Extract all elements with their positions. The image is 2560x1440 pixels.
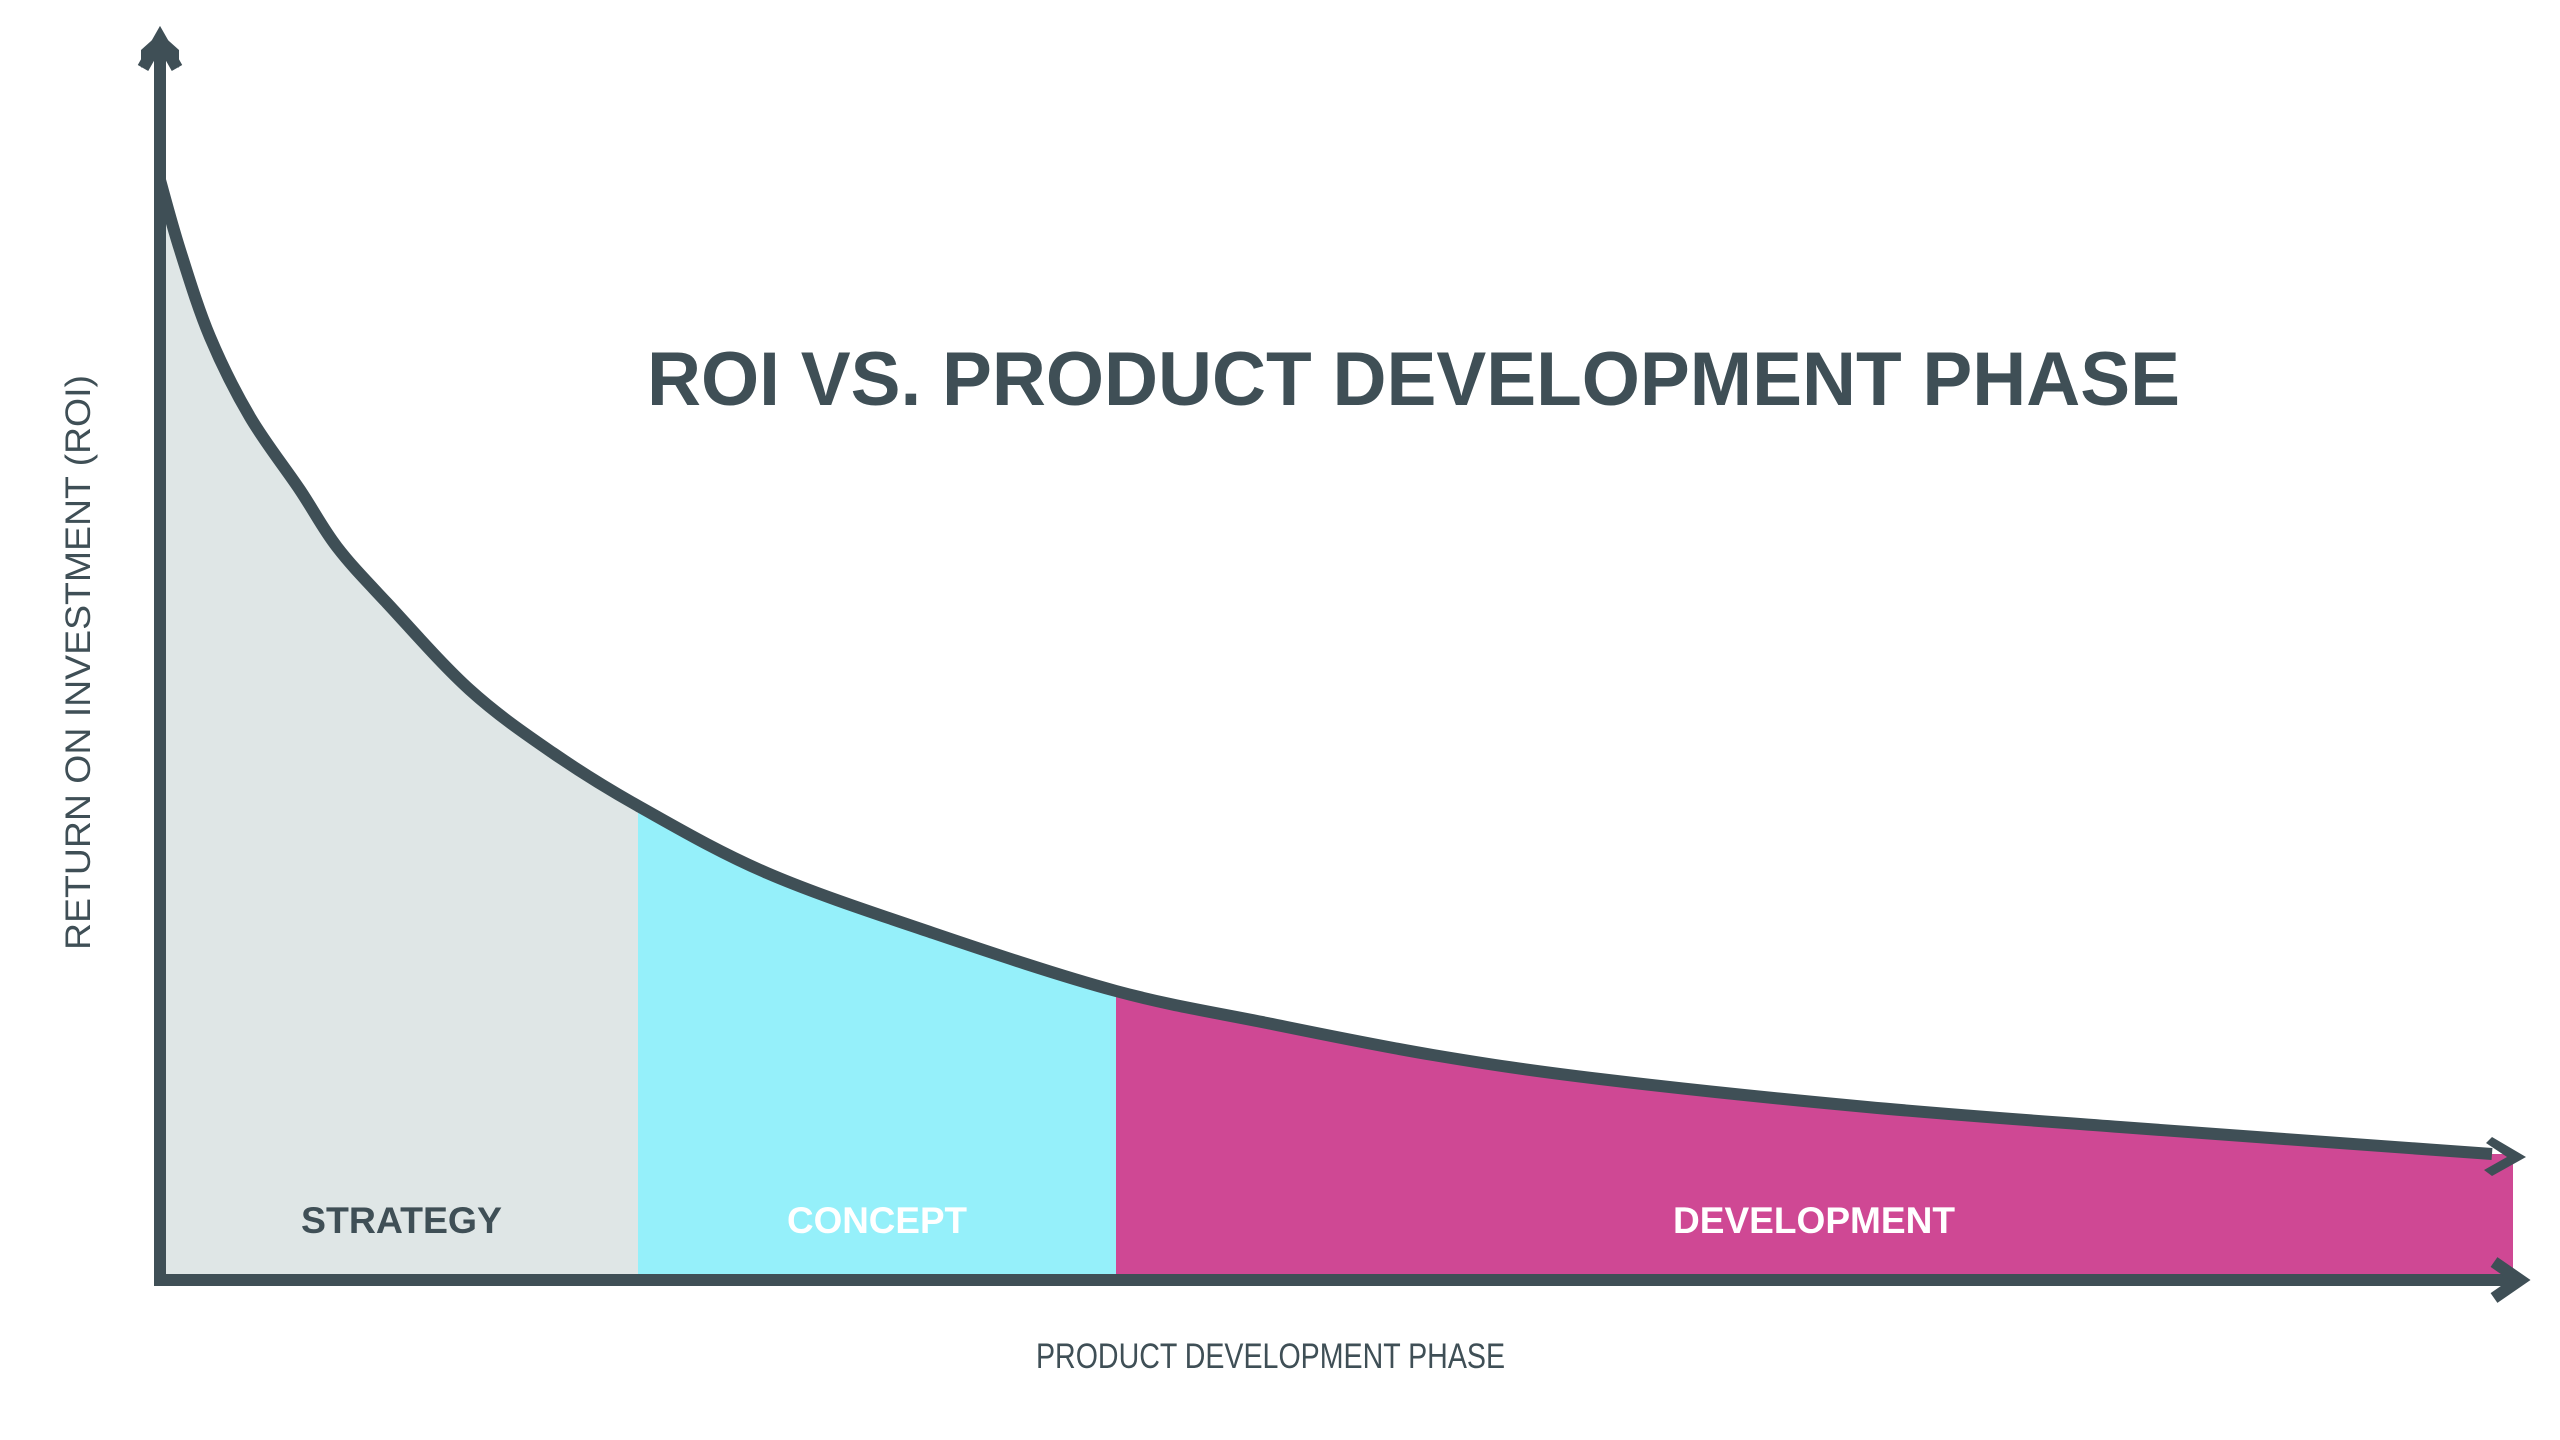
roi-curve-line	[154, 178, 2493, 1160]
phase-label-concept: CONCEPT	[787, 1200, 967, 1241]
concept-area	[638, 180, 1116, 1280]
y-axis-arrowhead-icon	[141, 33, 179, 68]
chart-title: ROI VS. PRODUCT DEVELOPMENT PHASE	[647, 337, 2180, 422]
curve-arrowhead-icon	[2484, 1137, 2526, 1176]
strategy-area	[166, 180, 638, 1280]
y-axis-label: RETURN ON INVESTMENT (ROI)	[59, 375, 98, 950]
development-area	[1116, 180, 2513, 1280]
y-axis-arrow-chevron	[137, 25, 183, 71]
phase-areas	[166, 180, 2513, 1280]
x-axis-label: PRODUCT DEVELOPMENT PHASE	[1036, 1337, 1505, 1376]
phase-label-strategy: STRATEGY	[301, 1200, 502, 1241]
x-axis-arrowhead-icon	[2490, 1257, 2531, 1303]
phase-label-development: DEVELOPMENT	[1673, 1200, 1955, 1241]
